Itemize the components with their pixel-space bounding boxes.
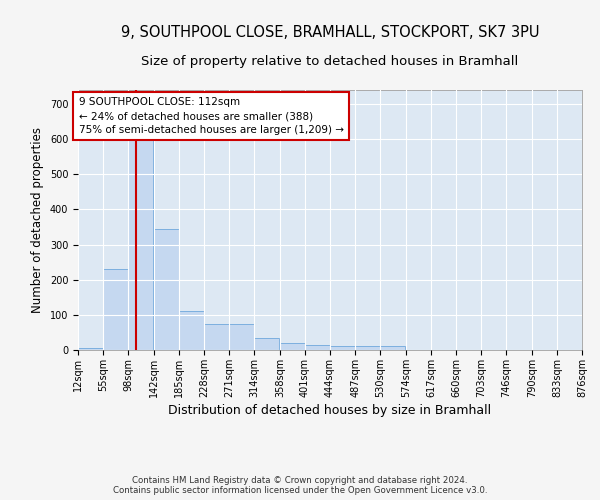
Bar bbox=[204, 324, 229, 350]
Bar bbox=[229, 324, 254, 350]
Bar bbox=[78, 348, 103, 350]
Text: Size of property relative to detached houses in Bramhall: Size of property relative to detached ho… bbox=[142, 55, 518, 68]
Bar bbox=[305, 344, 330, 350]
Bar bbox=[103, 269, 128, 350]
Bar bbox=[330, 346, 355, 350]
Y-axis label: Number of detached properties: Number of detached properties bbox=[31, 127, 44, 313]
X-axis label: Distribution of detached houses by size in Bramhall: Distribution of detached houses by size … bbox=[169, 404, 491, 417]
Bar bbox=[380, 346, 405, 350]
Bar bbox=[254, 338, 279, 350]
Bar bbox=[355, 346, 380, 350]
Bar bbox=[154, 229, 179, 350]
Bar bbox=[128, 111, 153, 350]
Bar bbox=[179, 312, 204, 350]
Text: 9, SOUTHPOOL CLOSE, BRAMHALL, STOCKPORT, SK7 3PU: 9, SOUTHPOOL CLOSE, BRAMHALL, STOCKPORT,… bbox=[121, 25, 539, 40]
Text: Contains HM Land Registry data © Crown copyright and database right 2024.
Contai: Contains HM Land Registry data © Crown c… bbox=[113, 476, 487, 495]
Text: 9 SOUTHPOOL CLOSE: 112sqm
← 24% of detached houses are smaller (388)
75% of semi: 9 SOUTHPOOL CLOSE: 112sqm ← 24% of detac… bbox=[79, 97, 344, 135]
Bar bbox=[280, 343, 305, 350]
